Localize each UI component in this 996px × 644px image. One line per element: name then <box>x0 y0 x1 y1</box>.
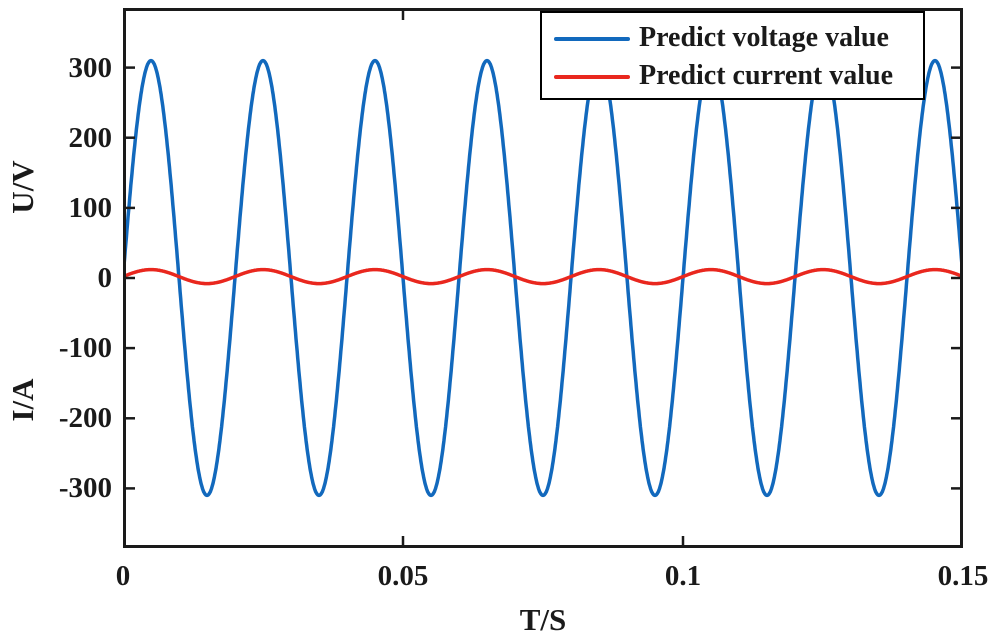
series-line-0 <box>123 58 963 498</box>
legend: Predict voltage value Predict current va… <box>540 11 925 100</box>
legend-item-current: Predict current value <box>542 58 923 96</box>
current-line-swatch <box>554 75 630 79</box>
y-tick-label: -200 <box>58 402 112 435</box>
y-axis-label-current: I/A <box>5 378 40 422</box>
y-tick-label: 0 <box>97 262 113 294</box>
x-tick-label: 0 <box>115 560 131 592</box>
x-tick-label: 0.05 <box>377 560 429 592</box>
series-line-1 <box>123 267 963 286</box>
plot-area: Predict voltage value Predict current va… <box>123 8 963 548</box>
voltage-line-swatch <box>554 37 630 41</box>
x-axis-label: T/S <box>519 602 567 637</box>
y-axis-label-voltage: U/V <box>5 160 40 214</box>
x-tick-label: 0.15 <box>937 560 989 592</box>
y-tick-label: 300 <box>68 51 113 84</box>
legend-label-current: Predict current value <box>639 59 894 91</box>
y-tick-label: -100 <box>58 332 112 365</box>
legend-label-voltage: Predict voltage value <box>639 21 889 53</box>
y-tick-label: 100 <box>68 191 113 224</box>
x-tick-label: 0.1 <box>664 560 702 592</box>
y-tick-label: 200 <box>68 121 113 154</box>
y-tick-label: -300 <box>58 472 112 505</box>
axes-box <box>123 8 963 548</box>
legend-item-voltage: Predict voltage value <box>542 20 923 58</box>
